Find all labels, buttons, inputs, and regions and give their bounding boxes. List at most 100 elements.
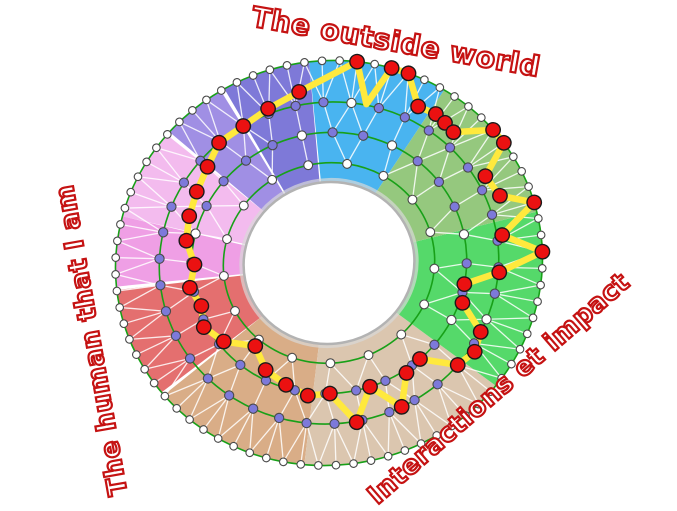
wheel-node-outer[interactable] bbox=[461, 411, 470, 420]
wheel-node-ring2[interactable] bbox=[489, 288, 500, 299]
wheel-node-ring2[interactable] bbox=[290, 100, 301, 112]
sector-blue[interactable] bbox=[296, 36, 462, 205]
wheel-node-ring3[interactable] bbox=[327, 127, 338, 138]
path-node-red[interactable] bbox=[400, 65, 417, 82]
wheel-node-outer[interactable] bbox=[131, 350, 141, 360]
wheel-node-outer[interactable] bbox=[420, 75, 429, 85]
path-node-red[interactable] bbox=[456, 276, 473, 293]
wheel-node-ring2[interactable] bbox=[476, 185, 488, 196]
path-node-red[interactable] bbox=[534, 243, 551, 260]
wheel-node-outer[interactable] bbox=[213, 434, 223, 443]
wheel-node-ring2[interactable] bbox=[399, 112, 411, 123]
wheel-node-inner[interactable] bbox=[363, 350, 374, 361]
wheel-node-outer[interactable] bbox=[126, 187, 136, 197]
wheel-node-outer[interactable] bbox=[115, 303, 125, 312]
wheel-node-outer[interactable] bbox=[282, 61, 292, 70]
wheel-node-outer[interactable] bbox=[400, 446, 410, 455]
wheel-node-outer[interactable] bbox=[314, 461, 323, 470]
wheel-node-outer[interactable] bbox=[435, 83, 445, 92]
wheel-node-ring3[interactable] bbox=[267, 140, 278, 151]
wheel-node-outer[interactable] bbox=[162, 130, 172, 139]
wheel-node-outer[interactable] bbox=[140, 364, 150, 374]
wheel-node-outer[interactable] bbox=[383, 451, 393, 461]
wheel-node-outer[interactable] bbox=[515, 344, 525, 354]
wheel-node-ring2[interactable] bbox=[166, 201, 177, 212]
path-node-red[interactable] bbox=[445, 124, 462, 141]
wheel-node-outer[interactable] bbox=[524, 182, 533, 191]
wheel-node-inner[interactable] bbox=[267, 174, 278, 185]
wheel-node-ring2[interactable] bbox=[409, 394, 420, 406]
wheel-node-inner[interactable] bbox=[230, 306, 240, 316]
path-node-red[interactable] bbox=[491, 264, 508, 281]
path-node-red[interactable] bbox=[299, 387, 316, 404]
path-node-red[interactable] bbox=[491, 187, 508, 204]
wheel-node-outer[interactable] bbox=[202, 95, 211, 105]
wheel-node-inner[interactable] bbox=[287, 352, 298, 363]
wheel-node-outer[interactable] bbox=[416, 439, 426, 448]
path-node-red[interactable] bbox=[181, 279, 198, 296]
wheel-node-outer[interactable] bbox=[119, 319, 129, 329]
wheel-node-ring3[interactable] bbox=[350, 385, 362, 396]
wheel-node-outer[interactable] bbox=[432, 431, 442, 440]
wheel-node-outer[interactable] bbox=[248, 71, 258, 80]
path-node-red[interactable] bbox=[485, 121, 502, 138]
wheel-node-ring2[interactable] bbox=[481, 314, 492, 325]
wheel-node-outer[interactable] bbox=[296, 460, 306, 469]
path-node-red[interactable] bbox=[181, 208, 198, 225]
wheel-node-ring2[interactable] bbox=[318, 97, 329, 108]
wheel-node-outer[interactable] bbox=[216, 86, 226, 95]
path-node-red[interactable] bbox=[195, 319, 212, 336]
wheel-node-ring2[interactable] bbox=[486, 209, 498, 220]
sector-red[interactable] bbox=[116, 262, 274, 398]
wheel-node-outer[interactable] bbox=[522, 329, 532, 339]
wheel-node-outer[interactable] bbox=[185, 415, 194, 424]
wheel-node-ring3[interactable] bbox=[446, 314, 457, 326]
wheel-node-ring2[interactable] bbox=[462, 162, 474, 173]
wheel-node-ring2[interactable] bbox=[423, 125, 434, 136]
path-node-red[interactable] bbox=[235, 117, 252, 134]
wheel-node-outer[interactable] bbox=[517, 166, 527, 176]
wheel-node-inner[interactable] bbox=[425, 227, 436, 238]
wheel-node-ring3[interactable] bbox=[461, 258, 472, 269]
wheel-node-outer[interactable] bbox=[507, 359, 516, 369]
wheel-node-inner[interactable] bbox=[407, 194, 418, 205]
wheel-node-outer[interactable] bbox=[229, 441, 238, 451]
wheel-node-outer[interactable] bbox=[199, 425, 208, 434]
path-node-red[interactable] bbox=[178, 232, 195, 249]
path-node-red[interactable] bbox=[260, 100, 277, 117]
wheel-node-outer[interactable] bbox=[152, 143, 161, 153]
wheel-node-outer[interactable] bbox=[111, 253, 121, 262]
wheel-node-outer[interactable] bbox=[149, 378, 159, 388]
wheel-node-ring2[interactable] bbox=[301, 417, 312, 429]
path-node-red[interactable] bbox=[477, 168, 494, 185]
wheel-node-inner[interactable] bbox=[218, 270, 229, 281]
wheel-node-ring2[interactable] bbox=[202, 373, 214, 384]
wheel-node-outer[interactable] bbox=[116, 220, 125, 229]
path-node-red[interactable] bbox=[526, 194, 543, 211]
wheel-node-outer[interactable] bbox=[113, 236, 122, 246]
wheel-node-ring3[interactable] bbox=[386, 140, 398, 151]
wheel-node-ring2[interactable] bbox=[160, 306, 172, 317]
wheel-node-ring2[interactable] bbox=[247, 403, 259, 414]
path-node-red[interactable] bbox=[193, 297, 210, 314]
path-node-red[interactable] bbox=[410, 98, 427, 115]
wheel-node-outer[interactable] bbox=[111, 270, 120, 279]
path-node-red[interactable] bbox=[494, 227, 511, 244]
wheel-node-outer[interactable] bbox=[160, 391, 170, 401]
wheel-node-ring2[interactable] bbox=[329, 418, 340, 429]
wheel-node-outer[interactable] bbox=[366, 456, 376, 465]
wheel-node-outer[interactable] bbox=[450, 92, 459, 101]
wheel-node-ring3[interactable] bbox=[201, 200, 212, 212]
wheel-node-ring2[interactable] bbox=[444, 142, 456, 153]
path-node-red[interactable] bbox=[411, 350, 428, 367]
wheel-node-outer[interactable] bbox=[447, 421, 456, 431]
wheel-node-inner[interactable] bbox=[419, 299, 430, 310]
wheel-node-outer[interactable] bbox=[464, 102, 473, 111]
path-node-red[interactable] bbox=[383, 59, 400, 76]
path-node-red[interactable] bbox=[398, 364, 415, 381]
path-node-red[interactable] bbox=[188, 183, 205, 200]
path-node-red[interactable] bbox=[466, 343, 483, 360]
wheel-node-inner[interactable] bbox=[222, 234, 232, 245]
wheel-node-outer[interactable] bbox=[278, 457, 288, 467]
wheel-node-inner[interactable] bbox=[342, 158, 353, 169]
